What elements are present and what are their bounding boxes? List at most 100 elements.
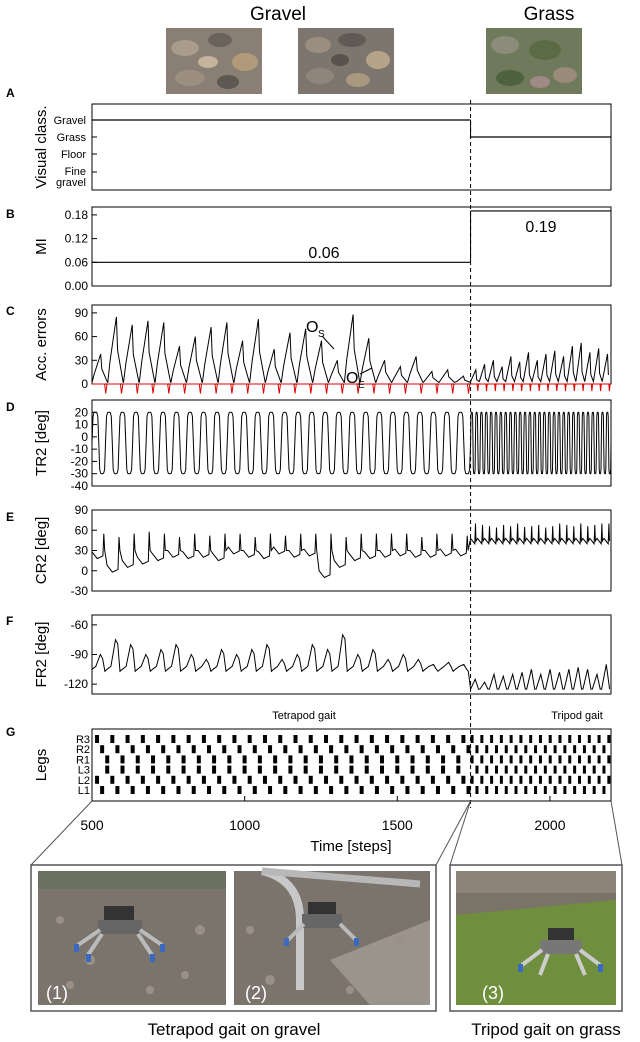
panel-g-step-86 — [212, 755, 217, 764]
panel-g-step-1 — [110, 735, 115, 743]
panel-e-trace — [91, 523, 610, 579]
panel-b-tick-label-0: 0.00 — [65, 279, 89, 293]
panel-a-category-label-3-l1: Fine — [65, 166, 86, 178]
zoom-line-mid-right — [449, 800, 472, 866]
panel-g-step-0 — [95, 735, 100, 743]
panel-f-tick-label-1: -90 — [71, 648, 89, 662]
panel-g-step-8 — [217, 735, 222, 743]
panel-g-step-56 — [344, 745, 349, 754]
panel-e-frame — [91, 509, 612, 592]
panel-g-step-99 — [410, 755, 415, 764]
panel-g-step-151 — [563, 765, 567, 774]
panel-e-tick-label-3: 60 — [75, 523, 89, 537]
panel-g-step-39 — [607, 735, 611, 743]
panel-g-step-6 — [186, 735, 191, 743]
panel-g-step-35 — [568, 735, 572, 743]
panel-g-step-87 — [227, 755, 232, 764]
panel-d-tick-label-0: -40 — [71, 479, 89, 493]
panel-g-step-48 — [222, 745, 227, 754]
panel-g-step-162 — [186, 775, 191, 784]
panel-g-step-158 — [125, 775, 130, 784]
panel-g-step-67 — [494, 745, 498, 754]
panel-f-tick-label-2: -60 — [71, 618, 89, 632]
panel-g-step-201 — [176, 786, 181, 794]
panel-g-step-4 — [156, 735, 161, 743]
grass-header: Grass — [524, 4, 575, 25]
panel-g-step-32 — [538, 735, 542, 743]
panel-g-step-127 — [242, 765, 247, 774]
robot-photos: (1) (2) (3) Tetrapod gait on gravel Trip — [30, 864, 623, 1039]
panel-a-frame — [91, 103, 612, 191]
panel-g-step-212 — [344, 786, 349, 794]
panel-g-step-62 — [435, 745, 440, 754]
panel-g-step-47 — [206, 745, 211, 754]
zoom-line-right — [610, 800, 623, 866]
panel-g-step-227 — [534, 786, 538, 794]
panel-g-step-102 — [456, 755, 461, 764]
panel-g-step-105 — [490, 755, 494, 764]
panel-g-gait-label-tripod: Tripod gait — [551, 710, 603, 722]
panel-g-step-141 — [456, 765, 461, 774]
panel-d-tick-label-3: -10 — [71, 442, 89, 456]
panel-g-step-2 — [125, 735, 130, 743]
panel-g-step-14 — [308, 735, 313, 743]
panel-g-step-100 — [425, 755, 430, 764]
panel-g-step-208 — [283, 786, 288, 794]
panel-g-step-84 — [181, 755, 186, 764]
panel-g-step-42 — [130, 745, 135, 754]
panel-c-os-pointer — [321, 335, 335, 350]
panel-g-step-161 — [171, 775, 176, 784]
panel-g-step-26 — [480, 735, 484, 743]
panel-g-step-88 — [242, 755, 247, 764]
panel-g-step-60 — [405, 745, 410, 754]
photo-label-2: (2) — [245, 983, 267, 1003]
panel-g-step-139 — [425, 765, 430, 774]
panel-g-step-200 — [161, 786, 166, 794]
panel-g-step-79 — [105, 755, 110, 764]
panel-g-step-93 — [318, 755, 323, 764]
photo-label-1: (1) — [46, 983, 68, 1003]
panel-c-os-trace — [91, 314, 609, 384]
panel-g-step-188 — [538, 775, 542, 784]
panel-g-step-97 — [379, 755, 384, 764]
panel-g-step-136 — [379, 765, 384, 774]
panel-g-step-71 — [534, 745, 538, 754]
panel-c-oe-subscript: E — [358, 380, 365, 391]
panel-a-category-label-3-l2: gravel — [56, 177, 86, 189]
panel-g-step-157 — [110, 775, 115, 784]
grass-photo — [486, 28, 582, 94]
panel-g-step-220 — [466, 786, 471, 794]
panel-g-step-234 — [602, 786, 606, 794]
panel-g-step-101 — [441, 755, 446, 764]
panel-g-step-180 — [461, 775, 466, 784]
panel-g-step-83 — [166, 755, 171, 764]
panel-g-row-label-l1: L1 — [78, 785, 90, 797]
panel-f-ylabel: FR2 [deg] — [33, 622, 50, 688]
panel-g-step-52 — [283, 745, 288, 754]
panel-g-step-9 — [232, 735, 237, 743]
panel-g-step-231 — [573, 786, 577, 794]
panel-g-step-5 — [171, 735, 176, 743]
panel-g-step-77 — [592, 745, 596, 754]
panel-g-gait-label-tetrapod: Tetrapod gait — [272, 710, 336, 722]
robot-photo-1: (1) — [38, 871, 226, 1005]
panel-g-step-205 — [237, 786, 242, 794]
panel-g-step-70 — [524, 745, 528, 754]
panel-g-step-148 — [534, 765, 538, 774]
panel-letter-a: A — [6, 86, 15, 100]
panel-g-step-85 — [196, 755, 201, 764]
panel-c-tick-label-3: 90 — [75, 306, 89, 320]
panel-g-step-176 — [400, 775, 405, 784]
panel-g-step-11 — [262, 735, 267, 743]
panel-g-step-37 — [587, 735, 591, 743]
panel-g-step-41 — [115, 745, 120, 754]
photo-frame-gravel — [30, 864, 437, 1012]
panel-g-step-59 — [390, 745, 395, 754]
panel-g-step-159 — [140, 775, 145, 784]
panel-g-step-125 — [212, 765, 217, 774]
panel-g-step-211 — [329, 786, 334, 794]
panel-g-step-33 — [548, 735, 552, 743]
panel-g-step-20 — [400, 735, 405, 743]
panel-g-step-225 — [514, 786, 518, 794]
